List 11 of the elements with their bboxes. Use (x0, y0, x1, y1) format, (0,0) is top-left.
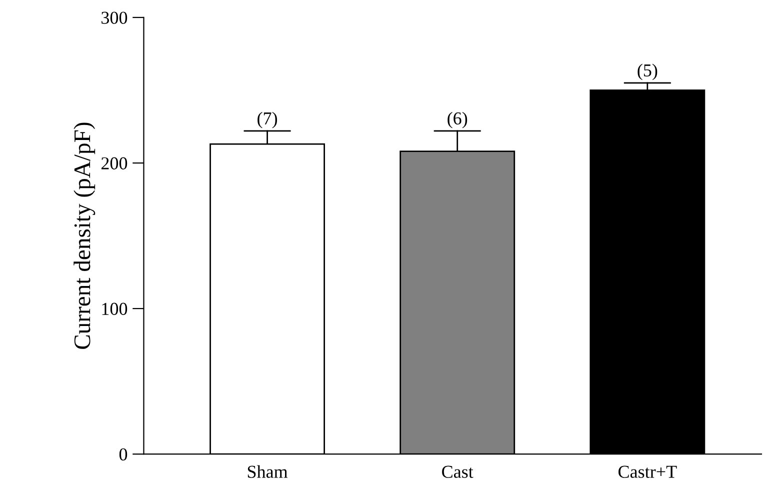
x-tick-label: Castr+T (618, 466, 677, 478)
y-tick-label: 100 (102, 302, 128, 315)
y-tick-label: 300 (102, 12, 128, 24)
y-axis-title: Current density (pA/pF) (74, 122, 96, 349)
annotation: (7) (258, 112, 278, 128)
annotation: (5) (638, 64, 658, 80)
y-tick-label: 0 (119, 448, 128, 461)
x-tick-label: Sham (248, 465, 288, 478)
x-tick-label: Cast (442, 466, 474, 478)
annotation: (6) (448, 112, 468, 128)
y-tick-label: 200 (101, 157, 128, 170)
